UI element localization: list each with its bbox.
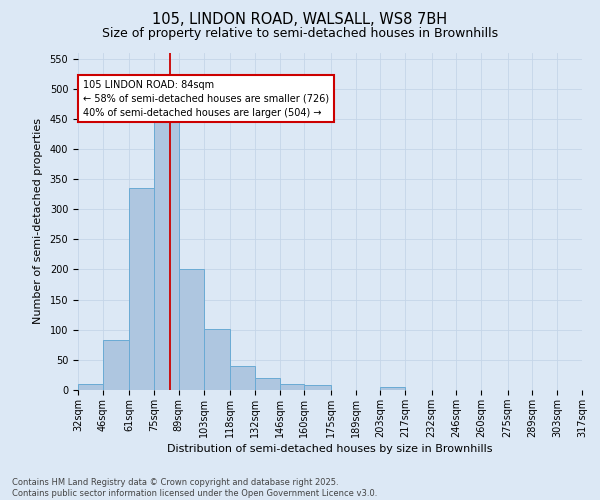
Bar bbox=[103, 340, 129, 390]
Bar bbox=[129, 188, 154, 390]
Bar bbox=[230, 366, 255, 390]
Text: 105, LINDON ROAD, WALSALL, WS8 7BH: 105, LINDON ROAD, WALSALL, WS8 7BH bbox=[152, 12, 448, 28]
Bar bbox=[179, 270, 203, 390]
Y-axis label: Number of semi-detached properties: Number of semi-detached properties bbox=[33, 118, 43, 324]
Text: 105 LINDON ROAD: 84sqm
← 58% of semi-detached houses are smaller (726)
40% of se: 105 LINDON ROAD: 84sqm ← 58% of semi-det… bbox=[83, 80, 329, 118]
Bar bbox=[380, 387, 405, 390]
Bar bbox=[154, 114, 179, 390]
Bar bbox=[255, 378, 280, 390]
Bar bbox=[203, 328, 230, 390]
Text: Contains HM Land Registry data © Crown copyright and database right 2025.
Contai: Contains HM Land Registry data © Crown c… bbox=[12, 478, 377, 498]
Bar bbox=[78, 384, 103, 390]
Bar bbox=[304, 384, 331, 390]
X-axis label: Distribution of semi-detached houses by size in Brownhills: Distribution of semi-detached houses by … bbox=[167, 444, 493, 454]
Text: Size of property relative to semi-detached houses in Brownhills: Size of property relative to semi-detach… bbox=[102, 28, 498, 40]
Bar bbox=[280, 384, 304, 390]
